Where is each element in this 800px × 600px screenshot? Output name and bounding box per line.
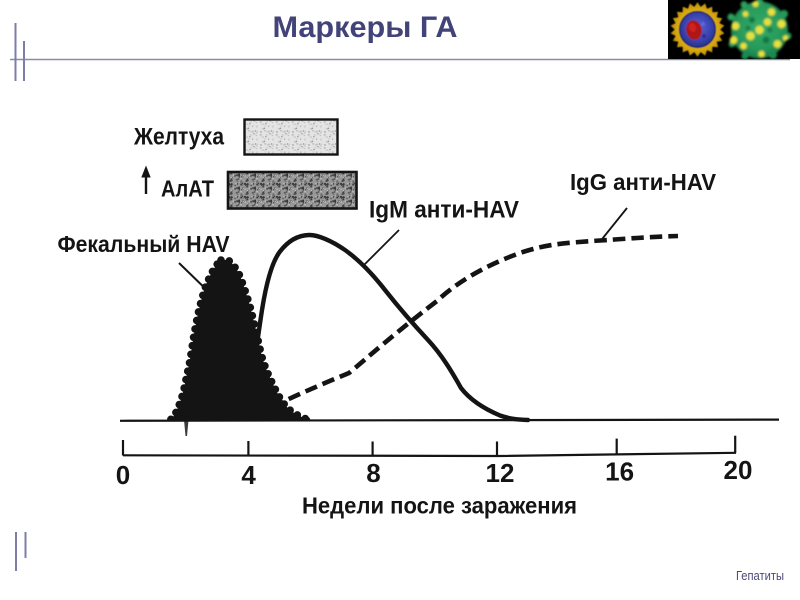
svg-text:16: 16 <box>605 457 634 487</box>
svg-text:20: 20 <box>724 455 753 485</box>
svg-text:Желтуха: Желтуха <box>133 124 224 151</box>
svg-text:Фекальный HAV: Фекальный HAV <box>58 231 231 257</box>
svg-text:IgM анти-HAV: IgM анти-HAV <box>369 197 519 224</box>
svg-text:АлАТ: АлАТ <box>161 176 214 202</box>
svg-text:Гепатиты: Гепатиты <box>736 569 784 583</box>
svg-text:IgG анти-HAV: IgG анти-HAV <box>570 169 717 195</box>
svg-text:12: 12 <box>486 458 515 488</box>
svg-text:0: 0 <box>116 460 130 490</box>
svg-text:8: 8 <box>366 458 380 488</box>
svg-text:4: 4 <box>241 460 256 490</box>
svg-text:Недели после заражения: Недели после заражения <box>302 493 577 519</box>
svg-text:Маркеры ГА: Маркеры ГА <box>273 11 458 44</box>
